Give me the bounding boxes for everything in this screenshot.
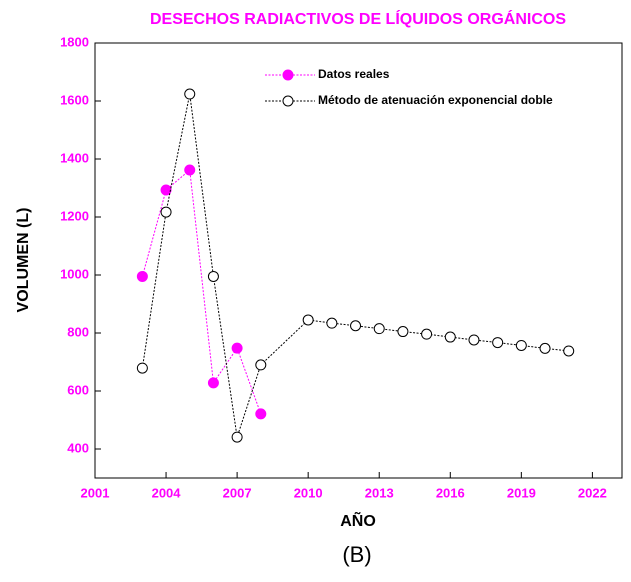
data-point — [397, 326, 409, 338]
x-tick-label: 2001 — [81, 485, 110, 500]
y-tick-label: 600 — [67, 382, 89, 397]
data-point — [515, 339, 527, 351]
x-tick-label: 2010 — [294, 485, 323, 500]
legend-label: Datos reales — [318, 67, 390, 81]
data-point — [255, 359, 267, 371]
data-point — [255, 408, 267, 420]
plot-frame — [94, 42, 623, 479]
y-tick-label: 1200 — [60, 208, 89, 223]
legend-marker — [282, 95, 294, 107]
data-point — [468, 334, 480, 346]
caption: (B) — [342, 542, 371, 567]
data-point — [184, 164, 196, 176]
data-point — [231, 342, 243, 354]
data-point — [184, 88, 196, 100]
data-point — [160, 206, 172, 218]
series-line — [141, 93, 569, 438]
series-line — [141, 169, 262, 415]
data-point — [492, 337, 504, 349]
data-point — [136, 362, 148, 374]
data-point — [421, 328, 433, 340]
data-point — [444, 331, 456, 343]
data-point — [231, 431, 243, 443]
x-tick-label: 2004 — [152, 485, 182, 500]
y-tick-label: 1400 — [60, 150, 89, 165]
y-tick-label: 1000 — [60, 266, 89, 281]
data-point — [326, 317, 338, 329]
data-point — [373, 323, 385, 335]
legend-marker — [282, 69, 294, 81]
x-tick-label: 2013 — [365, 485, 394, 500]
data-point — [207, 377, 219, 389]
y-tick-label: 1600 — [60, 92, 89, 107]
x-tick-label: 2016 — [436, 485, 465, 500]
chart-title: DESECHOS RADIACTIVOS DE LÍQUIDOS ORGÁNIC… — [150, 9, 566, 28]
data-point — [539, 342, 551, 354]
legend-label: Método de atenuación exponencial doble — [318, 93, 553, 107]
data-point — [302, 314, 314, 326]
y-axis-label: VOLUMEN (L) — [15, 208, 32, 313]
y-tick-label: 1800 — [60, 34, 89, 49]
data-point — [563, 345, 575, 357]
data-point — [136, 270, 148, 282]
data-point — [207, 270, 219, 282]
x-tick-label: 2007 — [223, 485, 252, 500]
data-point — [350, 320, 362, 332]
y-tick-label: 800 — [67, 324, 89, 339]
y-tick-label: 400 — [67, 440, 89, 455]
x-axis-label: AÑO — [340, 510, 376, 530]
data-point — [160, 184, 172, 196]
x-tick-label: 2019 — [507, 485, 536, 500]
x-tick-label: 2022 — [578, 485, 607, 500]
